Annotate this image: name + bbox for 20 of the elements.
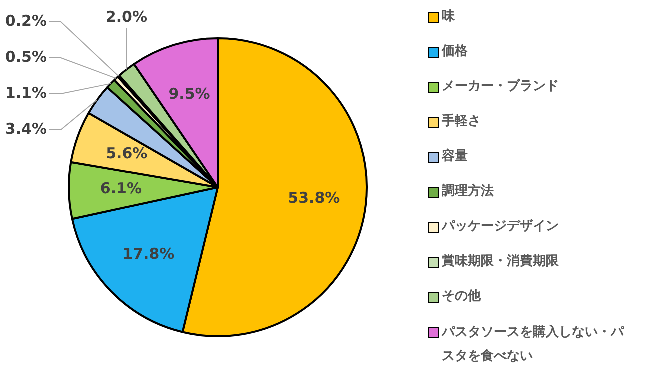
legend-label: パッケージデザイン bbox=[442, 218, 560, 236]
data-label: 0.5% bbox=[5, 48, 47, 66]
data-label: 2.0% bbox=[106, 8, 148, 26]
legend-label: 手軽さ bbox=[442, 112, 482, 131]
data-label: 1.1% bbox=[5, 84, 47, 102]
legend-label: 価格 bbox=[442, 43, 469, 61]
legend-label: 味 bbox=[442, 8, 456, 26]
legend-label: 調理方法 bbox=[442, 182, 495, 201]
legend-label: 賞味期限・消費期限 bbox=[442, 253, 560, 271]
legend-label: 容量 bbox=[442, 148, 469, 166]
data-label: 17.8% bbox=[122, 245, 175, 264]
legend-label: パスタソースを購入しない・パスタを食べない bbox=[442, 324, 626, 366]
data-label: 0.2% bbox=[5, 12, 47, 30]
data-label: 9.5% bbox=[168, 84, 210, 103]
data-label: 5.6% bbox=[106, 144, 148, 163]
data-label: 6.1% bbox=[100, 180, 142, 198]
data-label: 3.4% bbox=[5, 120, 47, 138]
legend-label: その他 bbox=[442, 288, 482, 306]
data-label: 53.8% bbox=[288, 188, 340, 207]
legend-label: メーカー・ブランド bbox=[442, 78, 560, 96]
